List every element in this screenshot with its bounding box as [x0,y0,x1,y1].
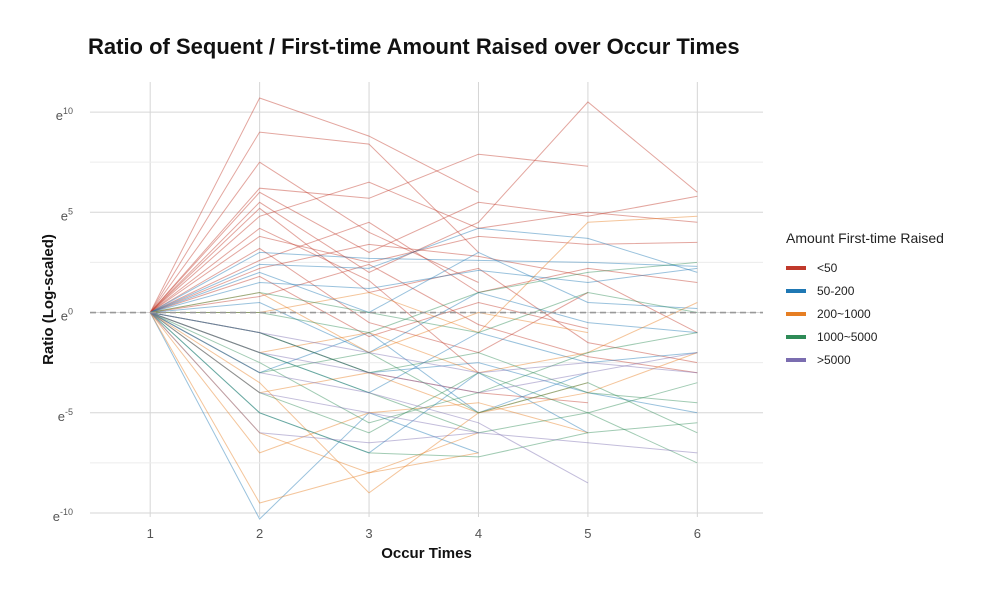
legend-swatch-lt50 [786,265,806,270]
series-line [149,312,589,454]
series-line [149,312,589,484]
x-tick-label: 1 [147,526,154,541]
series-line [150,302,698,374]
series-line [150,263,698,374]
series-line [149,131,479,313]
series-line [150,312,698,394]
series-line [149,247,589,354]
legend-item-gt5000[interactable]: >5000 [786,348,944,371]
series-line [149,312,479,434]
y-tick-label: e0 [61,307,73,324]
legend-label: 1000~5000 [817,329,878,344]
x-axis-title: Occur Times [381,545,472,562]
series-line [149,312,698,414]
series-line [149,312,589,494]
series-line [149,312,698,424]
legend-item-200-1000[interactable]: 200~1000 [786,302,944,325]
series-line [149,221,698,313]
series-line [150,243,698,334]
series-line [149,312,589,454]
series-line [149,312,698,458]
series-line [150,312,588,404]
legend: Amount First-time Raised <50 50-200 200~… [786,230,944,371]
series-line [149,312,698,434]
y-tick-label: e10 [56,106,73,123]
legend-item-1000-5000[interactable]: 1000~5000 [786,325,944,348]
chart-title: Ratio of Sequent / First-time Amount Rai… [88,34,740,59]
legend-swatch-200-1000 [786,311,806,316]
series-layer [149,97,698,520]
legend-swatch-1000-5000 [786,334,806,339]
series-line [149,191,698,313]
x-tick-label: 3 [365,526,372,541]
series-line [149,312,479,474]
series-line [150,312,698,374]
y-axis-title: Ratio (Log-scaled) [40,234,57,365]
series-line [149,161,479,313]
x-tick-label: 4 [475,526,482,541]
series-line [150,291,698,354]
series-line [149,181,698,313]
legend-label: 200~1000 [817,306,871,321]
series-line [149,97,479,313]
series-line [149,153,588,313]
x-tick-label: 5 [584,526,591,541]
series-line [150,275,589,338]
series-line [149,227,698,313]
series-line [149,251,698,313]
series-line [149,312,589,414]
series-line [150,312,698,394]
tick-layer: 1 2 3 4 5 6 e10 e5 e0 e-5 e-10 [53,106,701,541]
legend-label: <50 [817,260,838,275]
series-line [150,251,698,314]
series-line [149,312,479,520]
x-tick-label: 2 [256,526,263,541]
series-line [150,312,698,414]
series-line [150,291,698,334]
legend-label: 50-200 [817,283,855,298]
series-line [149,101,698,313]
series-line [150,312,698,464]
legend-swatch-gt5000 [786,357,806,362]
legend-item-50-200[interactable]: 50-200 [786,279,944,302]
legend-item-lt50[interactable]: <50 [786,256,944,279]
y-tick-label: e-5 [58,407,73,424]
y-tick-label: e-10 [53,507,73,524]
legend-swatch-50-200 [786,288,806,293]
series-line [150,291,588,354]
legend-label: >5000 [817,352,851,367]
x-tick-label: 6 [694,526,701,541]
series-line [149,312,479,504]
series-line [149,235,698,313]
series-line [149,227,479,374]
series-line [149,312,698,454]
series-line [149,312,698,434]
series-line [150,312,698,404]
series-line [150,267,698,313]
legend-title: Amount First-time Raised [786,230,944,246]
series-line [149,207,698,364]
y-tick-label: e5 [61,206,73,223]
